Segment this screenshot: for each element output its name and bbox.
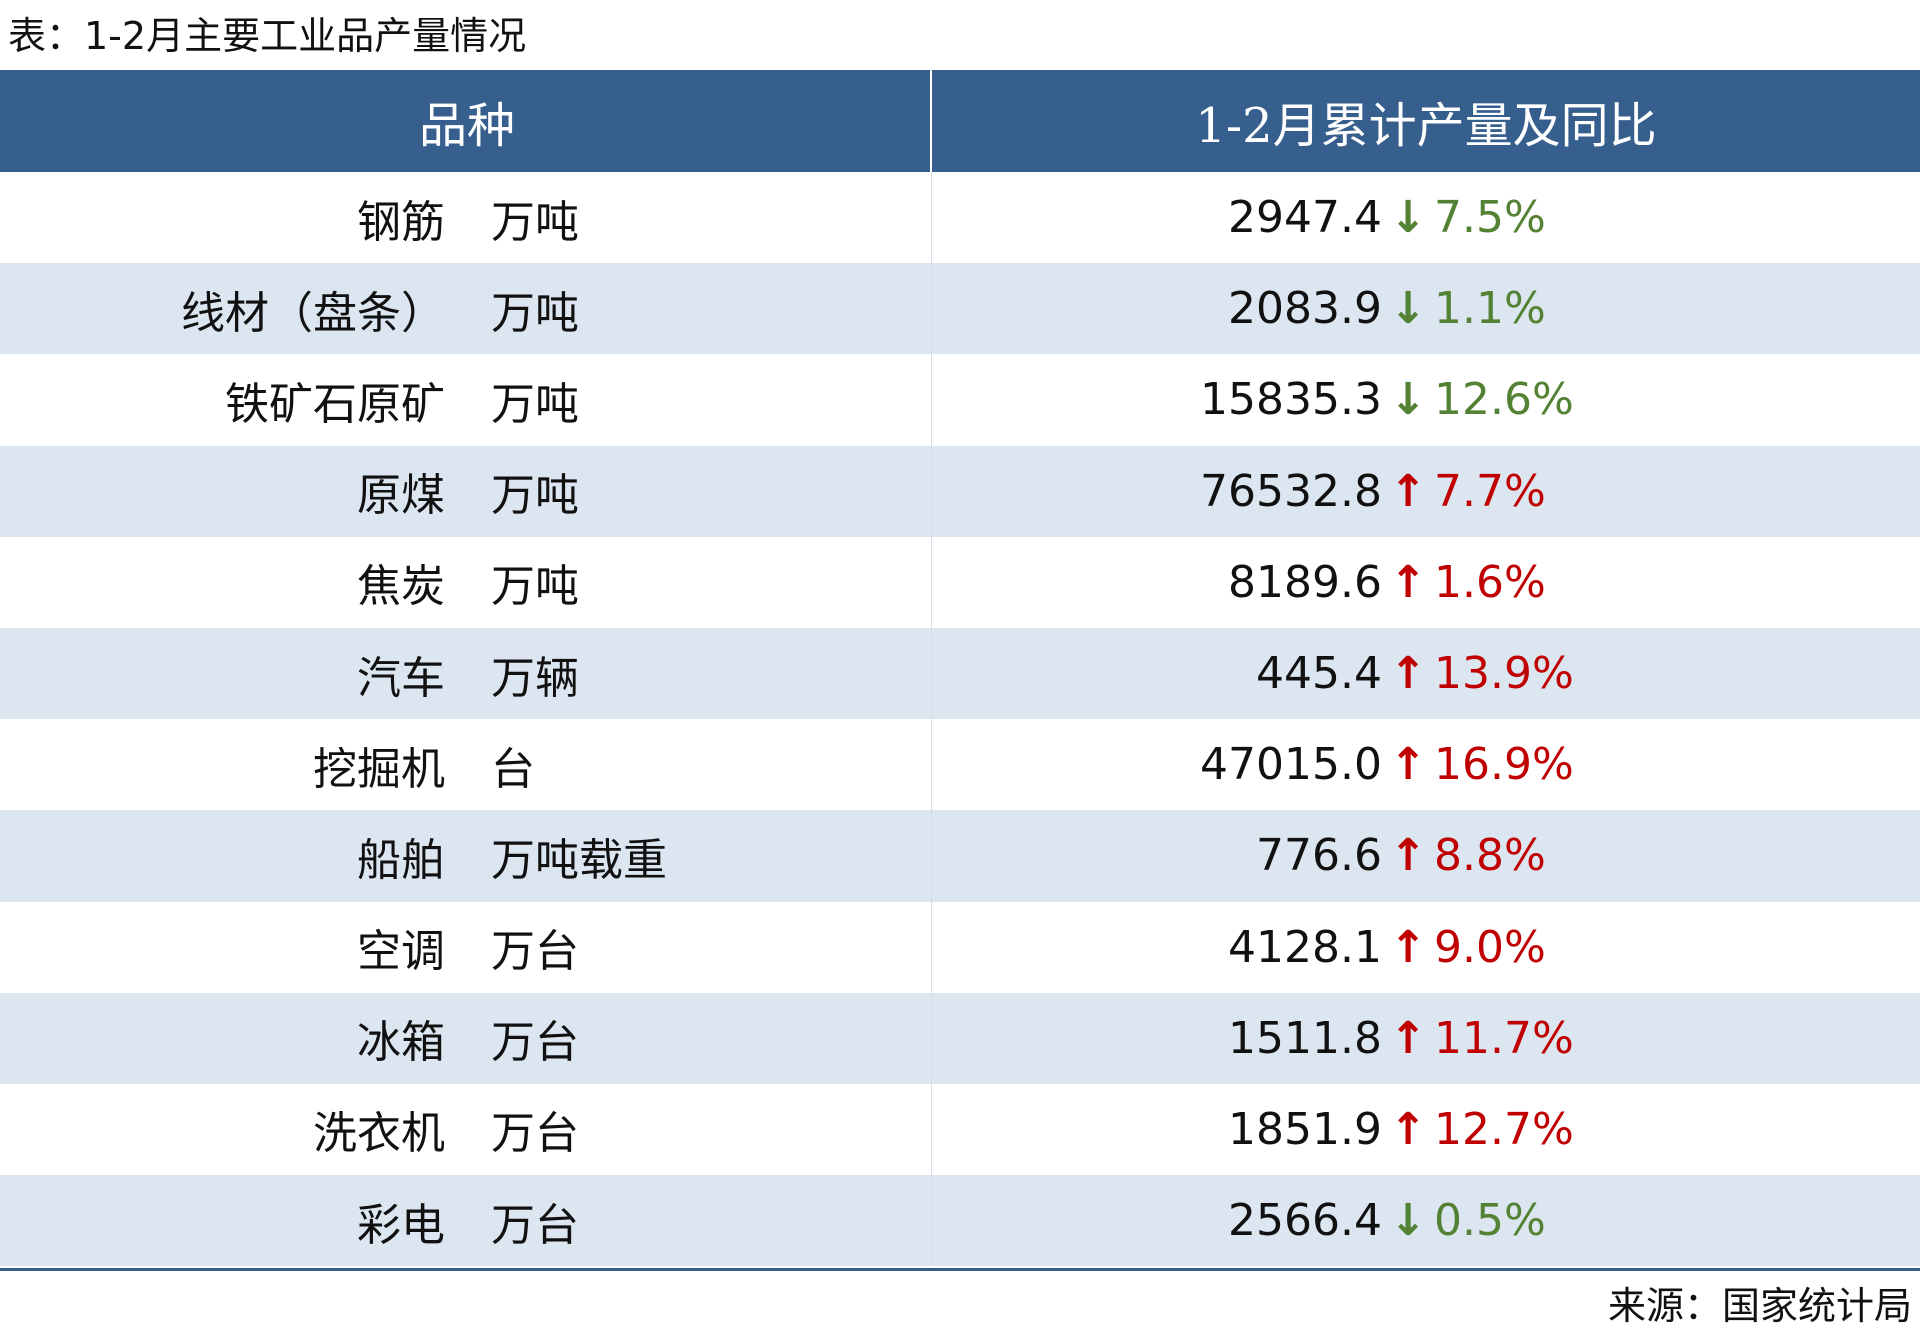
output-value: 2083.9 bbox=[1228, 283, 1382, 335]
table-row: 洗衣机 万台 1851.9 ↑ 12.7% bbox=[0, 1083, 1920, 1176]
yoy-percent: 0.5% bbox=[1434, 1195, 1546, 1247]
output-value: 2566.4 bbox=[1228, 1195, 1382, 1247]
output-value: 47015.0 bbox=[1200, 739, 1382, 791]
yoy-percent: 8.8% bbox=[1434, 830, 1546, 882]
product-unit: 万台 bbox=[445, 901, 932, 993]
product-name: 彩电 bbox=[357, 1199, 445, 1251]
header-output-yoy: 1-2月累计产量及同比 bbox=[1195, 98, 1657, 154]
product-name: 船舶 bbox=[357, 834, 445, 886]
table-row: 铁矿石原矿 万吨 15835.3 ↓ 12.6% bbox=[0, 354, 1920, 446]
product-unit: 万台 bbox=[445, 992, 932, 1084]
source-note: 来源：国家统计局 bbox=[1607, 1284, 1912, 1328]
product-unit: 万台 bbox=[445, 1083, 932, 1176]
table-header: 品种 1-2月累计产量及同比 bbox=[0, 70, 1920, 172]
arrow-up-icon: ↑ bbox=[1389, 739, 1427, 791]
yoy-percent: 9.0% bbox=[1434, 921, 1546, 973]
yoy-percent: 1.6% bbox=[1434, 556, 1546, 608]
header-variety: 品种 bbox=[0, 70, 932, 172]
product-unit: 万吨 bbox=[445, 536, 932, 628]
table-row: 钢筋 万吨 2947.4 ↓ 7.5% bbox=[0, 172, 1920, 264]
table-title: 表：1-2月主要工业品产量情况 bbox=[8, 14, 527, 58]
product-unit: 万吨 bbox=[445, 263, 932, 355]
table-row: 汽车 万辆 445.4 ↑ 13.9% bbox=[0, 627, 1920, 720]
output-value: 4128.1 bbox=[1228, 921, 1382, 973]
product-name: 线材（盘条） bbox=[181, 287, 445, 339]
product-name: 铁矿石原矿 bbox=[225, 378, 445, 430]
table-body: 钢筋 万吨 2947.4 ↓ 7.5% 线材（盘条） 万吨 2083.9 ↓ 1.1% 铁矿石原矿万… bbox=[0, 172, 1920, 1267]
product-name: 空调 bbox=[357, 926, 445, 978]
table-row: 线材（盘条） 万吨 2083.9 ↓ 1.1% bbox=[0, 263, 1920, 355]
output-value: 15835.3 bbox=[1200, 374, 1382, 426]
table-bottom-border bbox=[0, 1268, 1920, 1271]
yoy-percent: 16.9% bbox=[1434, 739, 1574, 791]
output-value: 445.4 bbox=[1256, 648, 1382, 700]
output-value: 1511.8 bbox=[1228, 1012, 1382, 1064]
arrow-down-icon: ↓ bbox=[1389, 1195, 1427, 1247]
arrow-up-icon: ↑ bbox=[1389, 830, 1427, 882]
table-row: 船舶 万吨载重 776.6 ↑ 8.8% bbox=[0, 810, 1920, 902]
product-unit: 万吨 bbox=[445, 445, 932, 537]
product-name: 冰箱 bbox=[357, 1017, 445, 1069]
table-row: 挖掘机台 47015.0 ↑ 16.9% bbox=[0, 719, 1920, 811]
product-name: 焦炭 bbox=[357, 561, 445, 613]
yoy-percent: 1.1% bbox=[1434, 283, 1546, 335]
product-unit: 台 bbox=[445, 719, 932, 811]
arrow-up-icon: ↑ bbox=[1389, 648, 1427, 700]
yoy-percent: 12.7% bbox=[1434, 1103, 1574, 1155]
arrow-up-icon: ↑ bbox=[1389, 1103, 1427, 1155]
table-row: 空调 万台 4128.1 ↑ 9.0% bbox=[0, 901, 1920, 993]
output-value: 1851.9 bbox=[1228, 1103, 1382, 1155]
product-name: 汽车 bbox=[357, 652, 445, 704]
product-unit: 万吨 bbox=[445, 354, 932, 446]
product-unit: 万吨 bbox=[445, 172, 932, 264]
product-unit: 万台 bbox=[445, 1175, 932, 1267]
arrow-up-icon: ↑ bbox=[1389, 465, 1427, 517]
production-table: 品种 1-2月累计产量及同比 钢筋 万吨 2947.4 ↓ 7.5% 线材（盘条） 万吨 20… bbox=[0, 70, 1920, 1267]
output-value: 2947.4 bbox=[1228, 192, 1382, 244]
arrow-up-icon: ↑ bbox=[1389, 921, 1427, 973]
arrow-up-icon: ↑ bbox=[1389, 556, 1427, 608]
yoy-percent: 13.9% bbox=[1434, 648, 1574, 700]
yoy-percent: 7.5% bbox=[1434, 192, 1546, 244]
output-value: 8189.6 bbox=[1228, 556, 1382, 608]
yoy-percent: 7.7% bbox=[1434, 465, 1546, 517]
arrow-down-icon: ↓ bbox=[1389, 374, 1427, 426]
arrow-up-icon: ↑ bbox=[1389, 1012, 1427, 1064]
table-row: 原煤 万吨 76532.8 ↑ 7.7% bbox=[0, 445, 1920, 537]
output-value: 76532.8 bbox=[1200, 465, 1382, 517]
product-name: 洗衣机 bbox=[313, 1108, 445, 1160]
table-row: 彩电 万台 2566.4 ↓ 0.5% bbox=[0, 1175, 1920, 1267]
output-value: 776.6 bbox=[1256, 830, 1382, 882]
product-name: 原煤 bbox=[357, 470, 445, 522]
yoy-percent: 12.6% bbox=[1434, 374, 1574, 426]
table-row: 冰箱 万台 1511.8 ↑ 11.7% bbox=[0, 992, 1920, 1084]
product-name: 钢筋 bbox=[357, 196, 445, 248]
arrow-down-icon: ↓ bbox=[1389, 192, 1427, 244]
product-unit: 万辆 bbox=[445, 627, 932, 720]
product-unit: 万吨载重 bbox=[445, 810, 932, 902]
table-row: 焦炭 万吨 8189.6 ↑ 1.6% bbox=[0, 536, 1920, 628]
product-name: 挖掘机 bbox=[313, 743, 445, 795]
arrow-down-icon: ↓ bbox=[1389, 283, 1427, 335]
yoy-percent: 11.7% bbox=[1434, 1012, 1574, 1064]
